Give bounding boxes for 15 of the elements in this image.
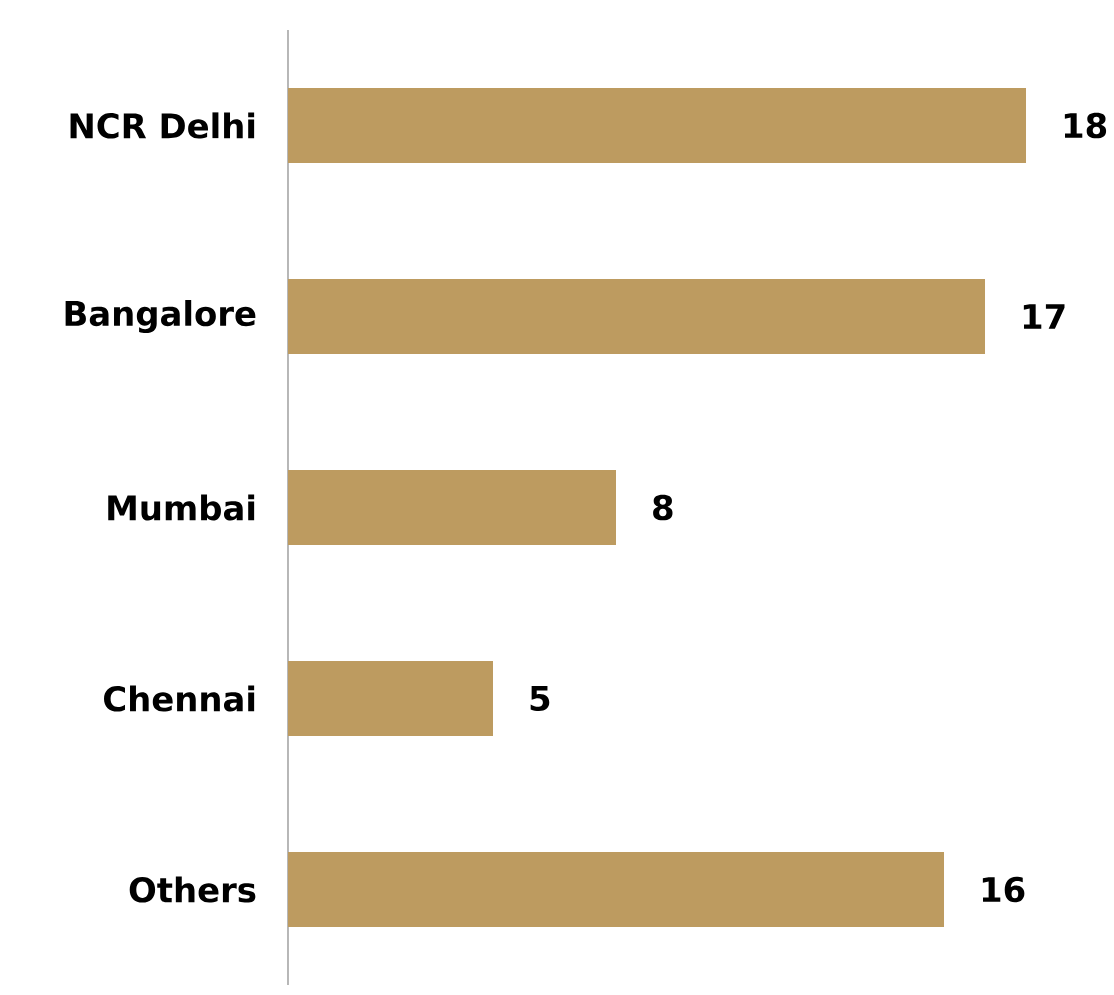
data-label: 17	[1023, 304, 1065, 329]
bar	[288, 279, 986, 355]
data-label: 5	[530, 685, 550, 712]
bar	[288, 470, 616, 546]
data-label: 18	[1064, 112, 1107, 139]
y-tick-label: NCR Delhi	[70, 112, 255, 139]
y-tick-label: Bangalore	[65, 299, 256, 334]
y-tick-label: Mumbai	[108, 494, 255, 521]
bar	[288, 88, 1027, 164]
data-label: 8	[653, 494, 673, 521]
data-label: 16	[982, 876, 1025, 903]
y-tick-label: Chennai	[104, 685, 255, 712]
bar	[288, 852, 945, 928]
bar	[288, 661, 493, 737]
y-tick-label: Others	[129, 876, 256, 903]
